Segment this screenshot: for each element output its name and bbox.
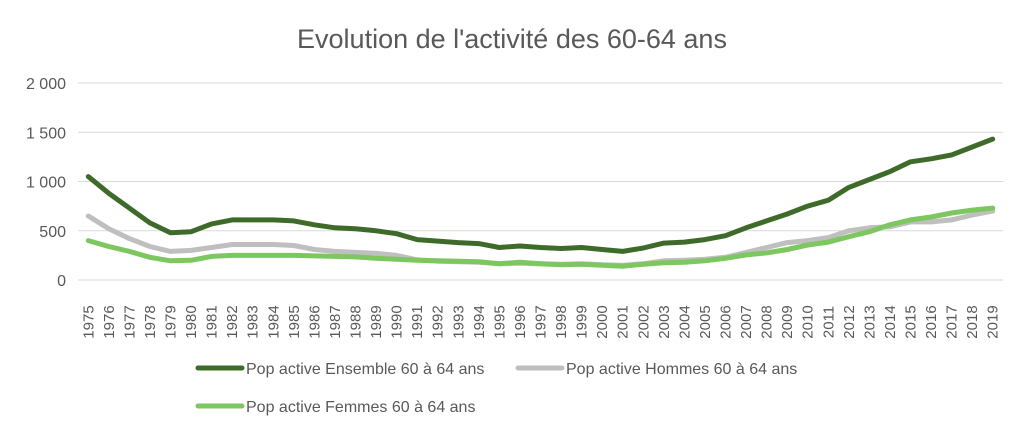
x-tick-label: 2001 [615,305,632,338]
x-tick-label: 2004 [676,305,693,338]
x-tick-label: 2000 [594,305,611,338]
x-tick-label: 1983 [245,305,262,338]
x-tick-label: 2005 [697,305,714,338]
legend: Pop active Ensemble 60 à 64 ans Pop activ… [195,361,797,416]
x-tick-label: 1997 [533,305,550,338]
x-tick-label: 1989 [368,305,385,338]
series-line-0 [85,136,996,254]
x-tick-label: 1982 [224,305,241,338]
x-tick-label: 1990 [389,305,406,338]
x-tick-label: 1992 [430,305,447,338]
x-tick-label: 2018 [964,305,981,338]
x-tick-label: 2012 [841,305,858,338]
y-tick-label: 1 500 [26,125,66,142]
x-tick-label: 2006 [718,305,735,338]
x-tick-label: 2010 [800,305,817,338]
y-tick-label: 2 000 [26,76,66,93]
x-tick-label: 2011 [820,306,837,338]
x-tick-label: 1995 [491,305,508,338]
x-tick-label: 1985 [286,305,303,338]
x-tick-label: 2013 [861,305,878,338]
x-tick-label: 2014 [882,305,899,338]
legend-label: Pop active Femmes 60 à 64 ans [246,399,475,416]
x-tick-label: 2003 [656,305,673,338]
series-lines [85,136,996,269]
y-tick-label: 1 000 [26,175,66,192]
x-tick-label: 1986 [306,305,323,338]
chart-title: Evolution de l'activité des 60-64 ans [297,24,727,54]
x-tick-label: 2016 [923,305,940,338]
x-tick-label: 1979 [163,305,180,338]
x-tick-label: 1991 [409,305,426,338]
legend-label: Pop active Ensemble 60 à 64 ans [246,361,484,378]
x-tick-label: 2008 [759,305,776,338]
x-axis-ticks: 1975 1976 1977 1978 1979 1980 1981 1982 1983 1984… [80,305,1001,338]
y-tick-label: 500 [39,224,66,241]
x-tick-label: 2009 [779,305,796,338]
x-tick-label: 1988 [348,305,365,338]
x-tick-label: 1976 [101,305,118,338]
legend-label: Pop active Hommes 60 à 64 ans [566,361,797,378]
series-line-2 [85,205,996,269]
x-tick-label: 1998 [553,305,570,338]
x-tick-label: 1999 [574,305,591,338]
x-tick-label: 1977 [121,305,138,338]
x-tick-label: 1978 [142,305,159,338]
x-tick-label: 2015 [903,305,920,338]
x-tick-label: 1984 [265,305,282,338]
x-tick-label: 1993 [450,305,467,338]
x-tick-label: 2019 [985,305,1002,338]
x-tick-label: 1994 [471,305,488,338]
x-tick-label: 2007 [738,305,755,338]
x-tick-label: 2002 [635,305,652,338]
y-axis-ticks: 0 500 1 000 1 500 2 000 [26,76,66,290]
y-tick-label: 0 [57,273,66,290]
x-tick-label: 2017 [944,305,961,338]
x-tick-label: 1981 [204,305,221,338]
x-tick-label: 1975 [80,305,97,338]
x-tick-label: 1996 [512,305,529,338]
x-tick-label: 1980 [183,305,200,338]
x-tick-label: 1987 [327,305,344,338]
